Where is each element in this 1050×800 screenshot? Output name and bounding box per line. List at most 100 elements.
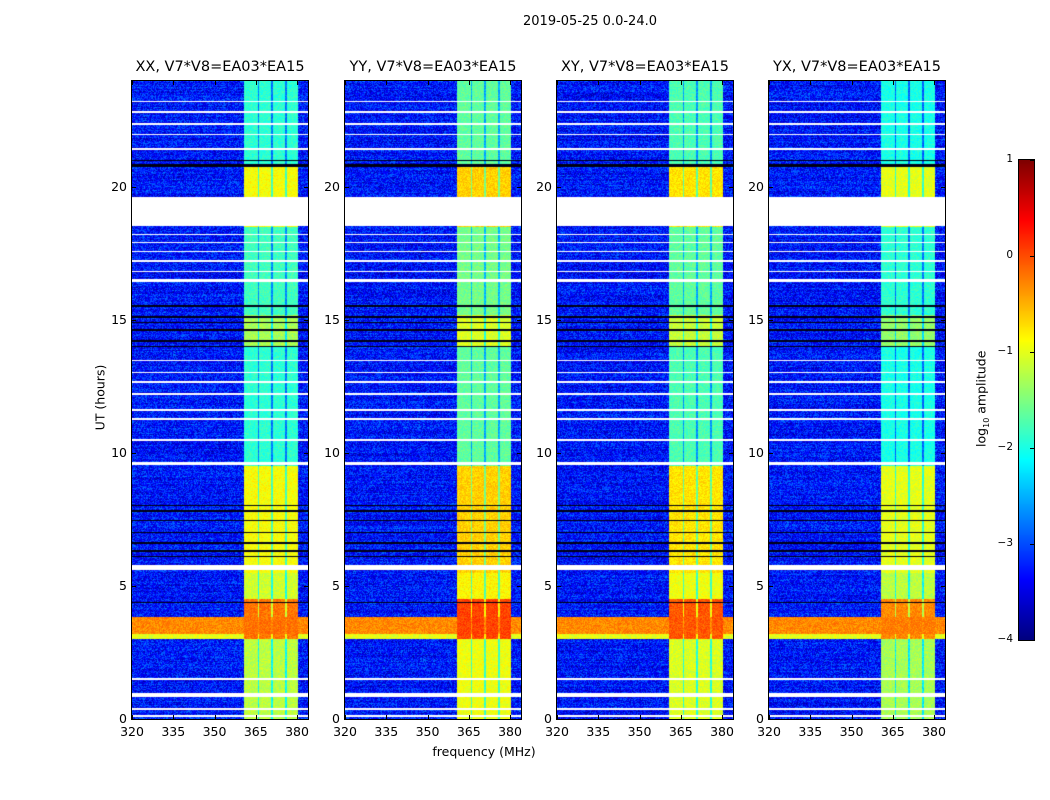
x-tick-mark xyxy=(639,715,641,720)
y-tick-label: 10 xyxy=(111,445,127,461)
colorbar-tick-mark xyxy=(1030,160,1034,161)
x-tick-mark xyxy=(557,80,558,85)
y-tick-mark xyxy=(941,320,946,322)
y-tick-mark xyxy=(344,187,349,189)
x-tick-mark xyxy=(510,715,511,720)
y-tick-mark xyxy=(941,453,946,455)
y-tick-mark xyxy=(131,320,136,322)
heatmap-image xyxy=(557,81,733,719)
x-tick-label: 350 xyxy=(627,724,652,739)
x-tick-mark xyxy=(297,715,298,720)
y-tick-mark xyxy=(517,187,522,189)
x-tick-label: 335 xyxy=(586,724,611,739)
y-tick-label: 0 xyxy=(756,711,764,726)
y-tick-mark xyxy=(556,586,561,588)
y-tick-mark xyxy=(344,320,349,322)
x-tick-mark xyxy=(557,715,558,720)
heatmap-image xyxy=(769,81,945,719)
x-tick-mark xyxy=(598,715,600,720)
colorbar-tick-mark xyxy=(1030,448,1034,449)
y-tick-label: 5 xyxy=(332,578,340,594)
y-tick-mark xyxy=(131,586,136,588)
x-tick-mark xyxy=(214,80,216,85)
y-tick-mark xyxy=(729,320,734,322)
x-tick-label: 380 xyxy=(710,724,734,739)
colorbar-label-sub: 10 xyxy=(981,417,991,428)
x-tick-mark xyxy=(680,80,682,85)
colorbar-tick-mark xyxy=(1030,352,1034,353)
heatmap-panel-1 xyxy=(344,80,522,720)
x-tick-label: 380 xyxy=(498,724,522,739)
x-tick-label: 320 xyxy=(545,724,569,739)
y-tick-mark xyxy=(304,586,309,588)
x-tick-mark xyxy=(892,715,894,720)
heatmap-panel-3 xyxy=(768,80,946,720)
x-tick-label: 365 xyxy=(243,724,268,739)
x-tick-mark xyxy=(386,80,388,85)
y-tick-mark xyxy=(304,453,309,455)
y-tick-mark xyxy=(729,586,734,588)
x-tick-mark xyxy=(345,715,346,720)
x-tick-label: 365 xyxy=(880,724,905,739)
colorbar xyxy=(1018,159,1035,641)
y-tick-mark xyxy=(556,719,561,720)
heatmap-panel-2 xyxy=(556,80,734,720)
x-axis-label: frequency (MHz) xyxy=(432,744,536,759)
y-tick-label: 10 xyxy=(324,445,340,461)
heatmap-image xyxy=(345,81,521,719)
y-tick-mark xyxy=(344,453,349,455)
y-tick-mark xyxy=(729,187,734,189)
y-tick-mark xyxy=(729,453,734,455)
x-tick-mark xyxy=(510,80,511,85)
x-tick-mark xyxy=(892,80,894,85)
x-tick-label: 335 xyxy=(161,724,186,739)
y-tick-mark xyxy=(941,586,946,588)
y-axis-label: UT (hours) xyxy=(92,364,108,431)
y-tick-label: 0 xyxy=(332,711,340,726)
x-tick-label: 350 xyxy=(839,724,864,739)
y-tick-label: 15 xyxy=(324,312,340,328)
y-tick-mark xyxy=(304,719,309,720)
colorbar-gradient xyxy=(1019,160,1034,640)
colorbar-tick-label: −2 xyxy=(997,441,1013,453)
x-tick-label: 335 xyxy=(798,724,823,739)
y-tick-mark xyxy=(304,320,309,322)
figure-suptitle: 2019-05-25 0.0-24.0 xyxy=(523,14,657,29)
y-tick-mark xyxy=(768,187,773,189)
x-tick-mark xyxy=(255,715,257,720)
panel-title: YY, V7*V8=EA03*EA15 xyxy=(349,59,517,75)
y-tick-label: 20 xyxy=(536,179,552,195)
x-tick-mark xyxy=(468,80,470,85)
y-tick-mark xyxy=(556,320,561,322)
x-tick-mark xyxy=(722,715,723,720)
x-tick-label: 320 xyxy=(120,724,144,739)
x-tick-mark xyxy=(851,715,853,720)
x-tick-label: 380 xyxy=(922,724,946,739)
y-tick-mark xyxy=(517,586,522,588)
x-tick-mark xyxy=(345,80,346,85)
y-tick-mark xyxy=(556,453,561,455)
x-tick-mark xyxy=(468,715,470,720)
x-tick-mark xyxy=(173,715,175,720)
y-tick-label: 5 xyxy=(544,578,552,594)
colorbar-label-main: log xyxy=(973,427,989,447)
x-tick-mark xyxy=(173,80,175,85)
colorbar-label-rest: amplitude xyxy=(973,350,989,418)
y-tick-label: 0 xyxy=(544,711,552,726)
y-tick-mark xyxy=(517,320,522,322)
x-tick-label: 365 xyxy=(668,724,693,739)
x-tick-mark xyxy=(934,80,935,85)
heatmap-image xyxy=(132,81,308,719)
x-tick-mark xyxy=(255,80,257,85)
x-tick-label: 320 xyxy=(757,724,781,739)
colorbar-tick-mark xyxy=(1030,640,1034,641)
y-tick-mark xyxy=(344,586,349,588)
panel-title: YX, V7*V8=EA03*EA15 xyxy=(772,59,941,75)
y-tick-mark xyxy=(344,719,349,720)
y-tick-mark xyxy=(768,586,773,588)
x-tick-mark xyxy=(769,80,770,85)
x-tick-mark xyxy=(427,80,429,85)
y-tick-mark xyxy=(304,187,309,189)
x-tick-mark xyxy=(132,715,133,720)
colorbar-tick-label: 0 xyxy=(1006,249,1013,261)
